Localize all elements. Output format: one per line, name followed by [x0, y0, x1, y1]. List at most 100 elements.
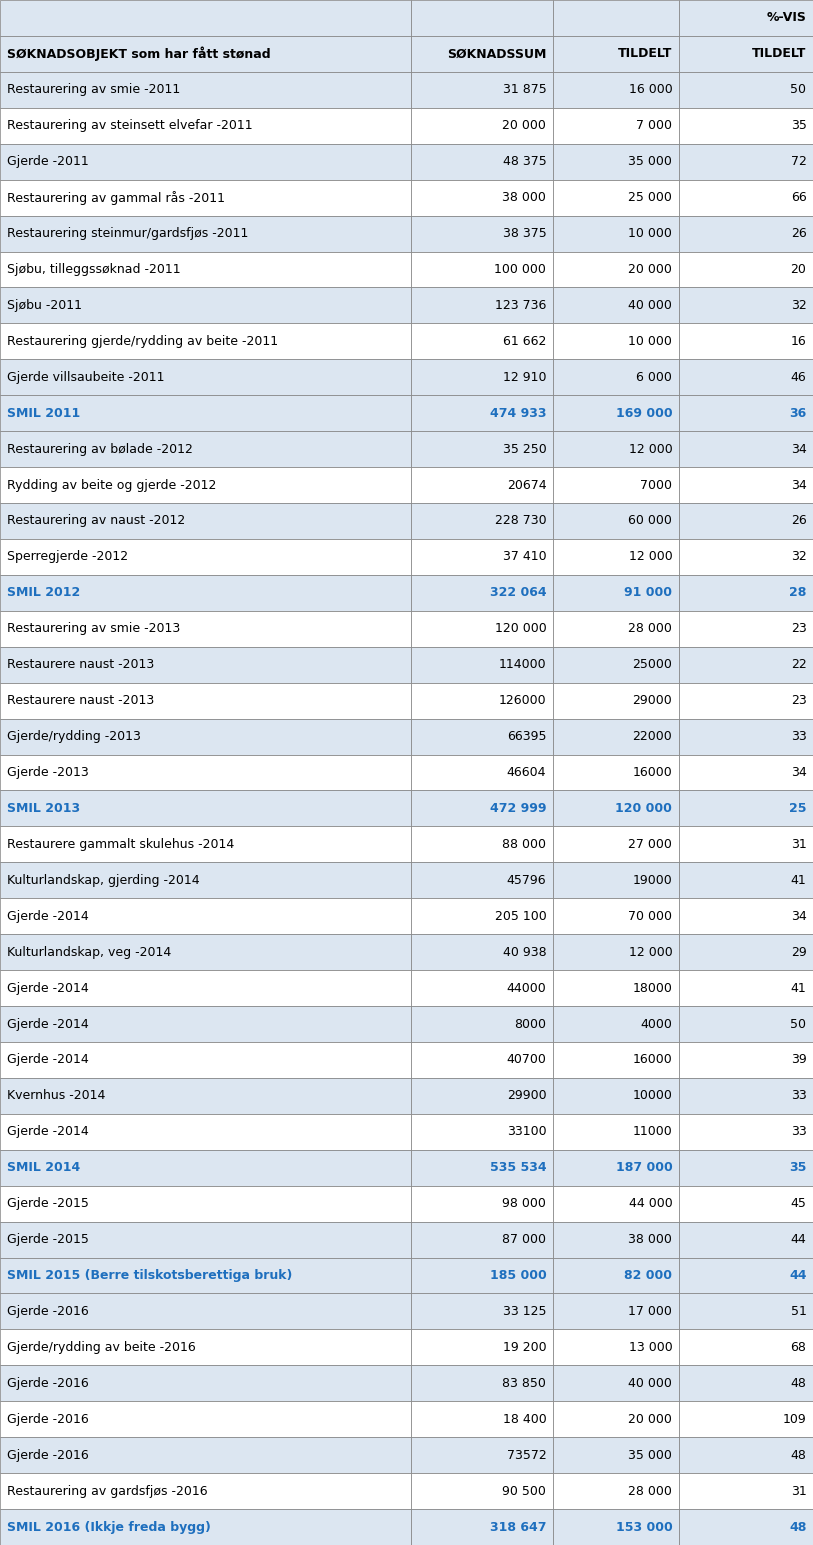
Text: Restaurere naust -2013: Restaurere naust -2013 [7, 694, 154, 708]
Bar [679, 1509, 813, 1545]
Text: 31: 31 [791, 1485, 806, 1497]
Bar [0, 1366, 411, 1401]
Bar [0, 935, 411, 970]
Bar [411, 1293, 553, 1329]
Text: 66: 66 [791, 192, 806, 204]
Text: 12 910: 12 910 [502, 371, 546, 383]
Bar [553, 647, 679, 683]
Text: SØKNADSSUM: SØKNADSSUM [447, 48, 546, 60]
Bar [679, 827, 813, 862]
Text: 83 850: 83 850 [502, 1377, 546, 1390]
Bar [0, 898, 411, 935]
Text: 29: 29 [791, 946, 806, 958]
Text: 12 000: 12 000 [628, 442, 672, 456]
Text: SØKNADSOBJEKT som har fått stønad: SØKNADSOBJEKT som har fått stønad [7, 46, 270, 62]
Bar [411, 144, 553, 179]
Text: 23: 23 [791, 623, 806, 635]
Bar [0, 1437, 411, 1472]
Bar [0, 0, 411, 36]
Bar [553, 179, 679, 216]
Bar [0, 718, 411, 754]
Text: Gjerde -2014: Gjerde -2014 [7, 1018, 89, 1031]
Bar [0, 610, 411, 647]
Text: TILDELT: TILDELT [618, 48, 672, 60]
Bar [679, 323, 813, 360]
Text: 41: 41 [791, 981, 806, 995]
Bar [0, 827, 411, 862]
Text: SMIL 2016 (Ikkje freda bygg): SMIL 2016 (Ikkje freda bygg) [7, 1520, 211, 1534]
Text: 44: 44 [789, 1268, 806, 1282]
Text: 187 000: 187 000 [615, 1162, 672, 1174]
Text: 41: 41 [791, 874, 806, 887]
Bar [411, 36, 553, 73]
Bar [0, 754, 411, 791]
Bar [553, 1114, 679, 1149]
Bar [553, 575, 679, 610]
Text: 35 000: 35 000 [628, 1449, 672, 1462]
Bar [411, 431, 553, 467]
Text: 88 000: 88 000 [502, 837, 546, 851]
Bar [679, 216, 813, 252]
Text: 31: 31 [791, 837, 806, 851]
Bar [553, 1258, 679, 1293]
Bar [411, 1258, 553, 1293]
Text: 46: 46 [791, 371, 806, 383]
Text: 60 000: 60 000 [628, 514, 672, 527]
Text: 20 000: 20 000 [502, 119, 546, 133]
Bar [411, 323, 553, 360]
Text: 34: 34 [791, 442, 806, 456]
Bar [411, 754, 553, 791]
Text: 153 000: 153 000 [615, 1520, 672, 1534]
Bar [411, 73, 553, 108]
Text: 100 000: 100 000 [494, 263, 546, 277]
Text: Gjerde -2015: Gjerde -2015 [7, 1233, 89, 1247]
Bar [0, 791, 411, 827]
Bar [553, 754, 679, 791]
Text: Restaurering av naust -2012: Restaurering av naust -2012 [7, 514, 185, 527]
Text: 40 000: 40 000 [628, 298, 672, 312]
Text: 120 000: 120 000 [494, 623, 546, 635]
Bar [0, 287, 411, 323]
Text: 48 375: 48 375 [502, 154, 546, 168]
Text: Restaurering steinmur/gardsfjøs -2011: Restaurering steinmur/gardsfjøs -2011 [7, 227, 248, 239]
Bar [0, 1293, 411, 1329]
Bar [411, 610, 553, 647]
Text: Restaurere naust -2013: Restaurere naust -2013 [7, 658, 154, 671]
Bar [679, 539, 813, 575]
Text: Restaurering av smie -2013: Restaurering av smie -2013 [7, 623, 180, 635]
Text: 10 000: 10 000 [628, 335, 672, 348]
Text: 29000: 29000 [633, 694, 672, 708]
Bar [679, 1437, 813, 1472]
Bar [679, 862, 813, 898]
Bar [411, 1437, 553, 1472]
Bar [679, 252, 813, 287]
Bar [679, 36, 813, 73]
Bar [411, 935, 553, 970]
Text: Sperregjerde -2012: Sperregjerde -2012 [7, 550, 128, 564]
Text: 32: 32 [791, 298, 806, 312]
Text: 169 000: 169 000 [615, 406, 672, 420]
Text: 22: 22 [791, 658, 806, 671]
Bar [553, 1437, 679, 1472]
Bar [0, 1472, 411, 1509]
Text: 12 000: 12 000 [628, 550, 672, 564]
Text: Restaurering av bølade -2012: Restaurering av bølade -2012 [7, 442, 193, 456]
Bar [679, 791, 813, 827]
Bar [411, 862, 553, 898]
Text: Gjerde villsaubeite -2011: Gjerde villsaubeite -2011 [7, 371, 164, 383]
Bar [679, 1006, 813, 1041]
Bar [0, 1041, 411, 1078]
Bar [0, 575, 411, 610]
Text: 98 000: 98 000 [502, 1197, 546, 1210]
Text: 26: 26 [791, 514, 806, 527]
Bar [553, 610, 679, 647]
Bar [411, 1006, 553, 1041]
Text: Restaurering gjerde/rydding av beite -2011: Restaurering gjerde/rydding av beite -20… [7, 335, 277, 348]
Bar [0, 360, 411, 396]
Bar [679, 287, 813, 323]
Text: 82 000: 82 000 [624, 1268, 672, 1282]
Bar [553, 862, 679, 898]
Bar [679, 467, 813, 504]
Text: 46604: 46604 [506, 766, 546, 779]
Text: 16000: 16000 [633, 766, 672, 779]
